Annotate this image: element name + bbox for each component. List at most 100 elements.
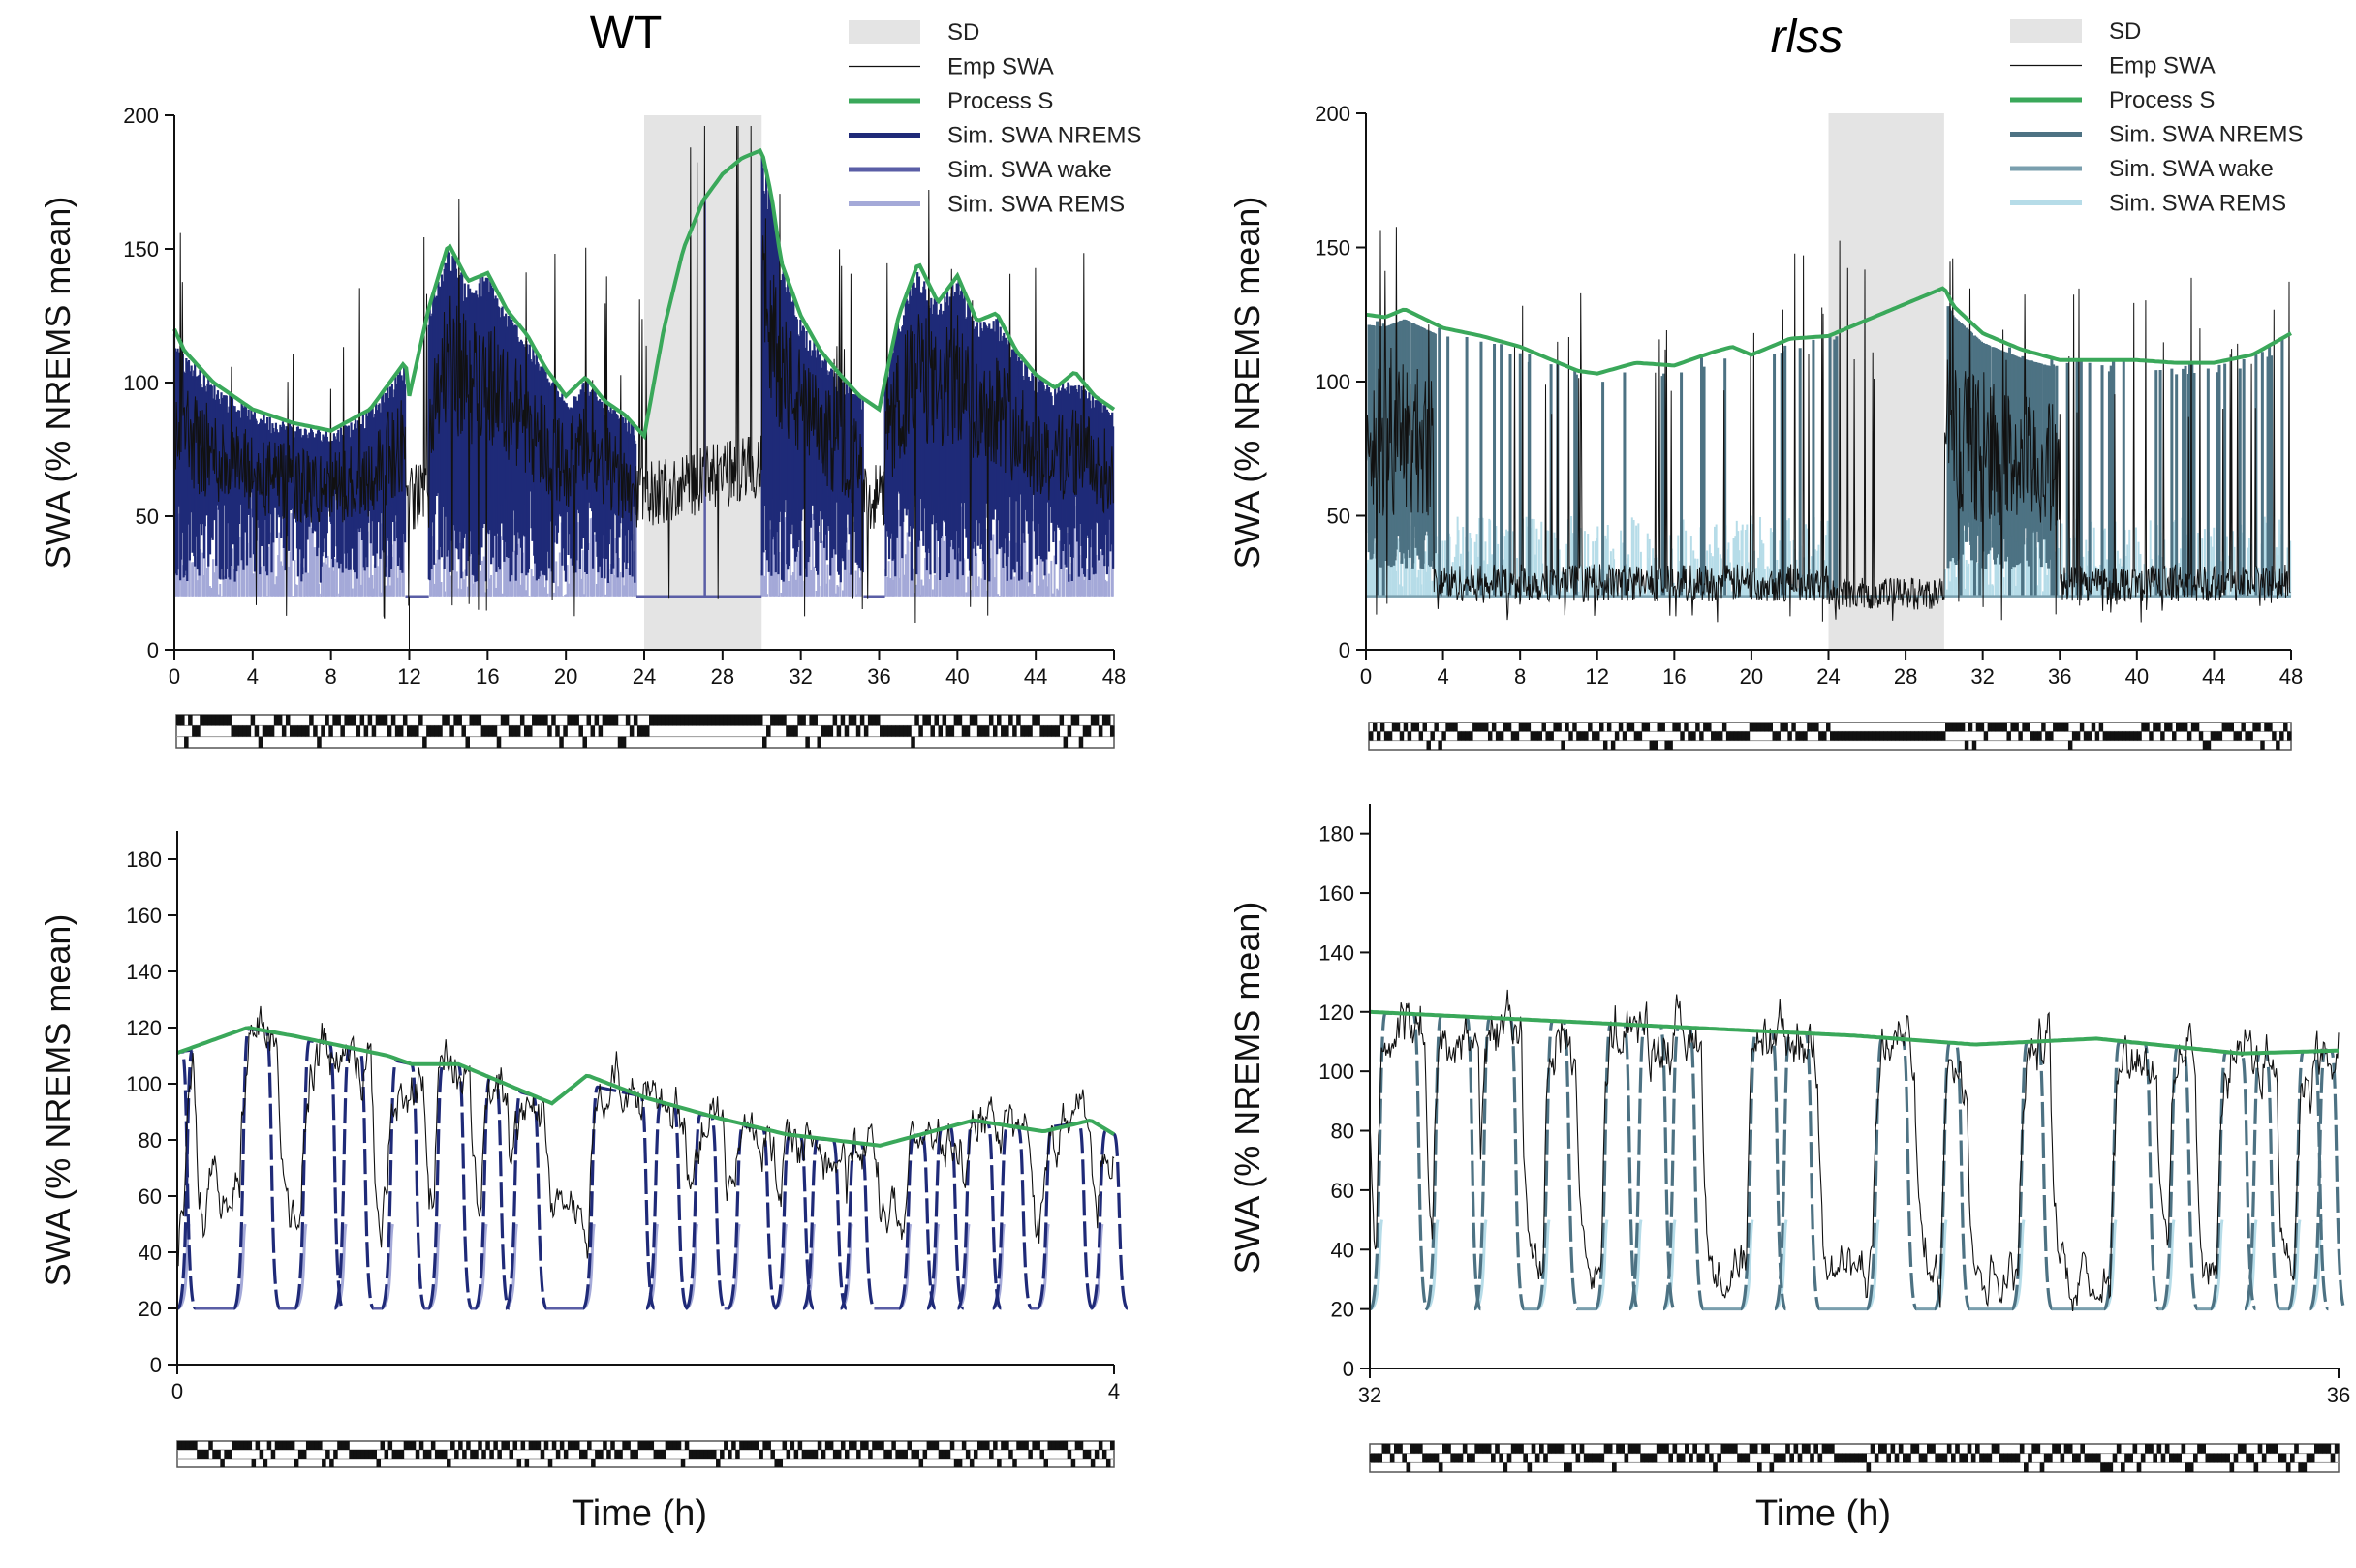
hypnogram-block (450, 1441, 455, 1450)
hypnogram-block (1469, 731, 1473, 741)
hypnogram-block (649, 1441, 655, 1450)
hypnogram-block (728, 1450, 732, 1459)
hypnogram-block (621, 736, 627, 748)
hypnogram-block (1539, 1444, 1544, 1454)
hypnogram-block (1838, 1453, 1843, 1463)
hypnogram-block (1001, 1441, 1006, 1450)
hypnogram-block (2110, 731, 2116, 741)
hypnogram-block (454, 1450, 459, 1459)
hypnogram-block (872, 1441, 877, 1450)
hypnogram-block (782, 715, 787, 726)
hypnogram-block (832, 715, 838, 726)
hypnogram-block (907, 1441, 912, 1450)
hypnogram-block (1737, 731, 1743, 741)
hypnogram-block (2033, 731, 2038, 741)
hypnogram-block (2149, 731, 2154, 741)
hypnogram-block (1454, 1453, 1460, 1463)
hypnogram-block (2233, 1453, 2239, 1463)
hypnogram-block (1370, 1453, 1375, 1463)
hypnogram-block (880, 1441, 884, 1450)
hypnogram-block (640, 725, 646, 737)
hypnogram-block (2083, 731, 2089, 741)
hypnogram-block (2206, 740, 2212, 750)
legend-label: Sim. SWA NREMS (947, 123, 1141, 149)
hypnogram-block (301, 1450, 307, 1459)
hypnogram-block (203, 715, 208, 726)
hypnogram-block (1818, 731, 1823, 741)
hypnogram-block (821, 725, 826, 737)
hypnogram-block (953, 715, 959, 726)
hypnogram (1369, 1443, 2340, 1473)
hypnogram-block (2210, 731, 2216, 741)
hypnogram-block (1878, 1444, 1883, 1454)
hypnogram-block (852, 1441, 857, 1450)
hypnogram-block (508, 725, 513, 737)
hypnogram-block (2225, 1453, 2230, 1463)
hypnogram-block (1449, 723, 1454, 732)
hypnogram-block (605, 715, 611, 726)
hypnogram-block (1051, 1441, 1057, 1450)
hypnogram-block (297, 725, 302, 737)
hypnogram-block (2063, 723, 2069, 732)
hypnogram-block (973, 715, 978, 726)
hypnogram-block (269, 725, 275, 737)
hypnogram-block (1020, 1441, 1025, 1450)
hypnogram-block (333, 1450, 338, 1459)
hypnogram-block (609, 715, 615, 726)
hypnogram-block (2022, 723, 2027, 732)
legend-label: Process S (2109, 87, 2215, 113)
hypnogram-block (356, 725, 361, 737)
hypnogram-block (1842, 1453, 1847, 1463)
y-tick-label: 50 (1327, 505, 1350, 529)
hypnogram-block (336, 715, 341, 726)
hypnogram-block (543, 1441, 549, 1450)
hypnogram-block (1442, 731, 1446, 741)
hypnogram-block (1817, 1453, 1823, 1463)
hypnogram-block (1074, 715, 1080, 726)
hypnogram-block (1951, 1453, 1956, 1463)
hypnogram-block (859, 715, 865, 726)
hypnogram-block (1886, 1453, 1891, 1463)
hypnogram (175, 714, 1115, 749)
hypnogram-block (582, 736, 587, 748)
hypnogram-block (2217, 731, 2223, 741)
hypnogram-block (1903, 1453, 1907, 1463)
hypnogram-block (2160, 1453, 2166, 1463)
x-tick-label: 32 (789, 664, 812, 689)
hypnogram-block (1012, 725, 1017, 737)
hypnogram-block (418, 1441, 424, 1450)
hypnogram-block (1987, 1453, 1993, 1463)
hypnogram-block (1811, 723, 1815, 732)
hypnogram-block (793, 725, 798, 737)
hypnogram-block (903, 725, 908, 737)
hypnogram-block (1721, 723, 1727, 732)
x-tick-label: 0 (169, 664, 180, 689)
hypnogram-block (1922, 1453, 1928, 1463)
hypnogram-block (2172, 731, 2177, 741)
hypnogram-block (2100, 1462, 2105, 1472)
series-process-s (1365, 286, 2292, 376)
hypnogram-block (614, 1450, 619, 1459)
hypnogram-block (1983, 1453, 1988, 1463)
hypnogram-block (2079, 723, 2085, 732)
chart-wt-zoom: 0 20 40 60 80 100 120 140 160 180 0 4 SWA (% NREMS m… (38, 831, 1130, 1534)
hypnogram-block (363, 725, 369, 737)
hypnogram-block (1588, 1453, 1593, 1463)
hypnogram-block (934, 1441, 940, 1450)
hypnogram-block (1369, 731, 1374, 741)
hypnogram-block (1043, 725, 1048, 737)
x-tick-label: 36 (2048, 664, 2071, 689)
hypnogram-block (278, 1441, 284, 1450)
hypnogram-block (2164, 1444, 2170, 1454)
hypnogram-block (1849, 1453, 1855, 1463)
hypnogram-block (294, 1459, 299, 1467)
hypnogram-block (2000, 1453, 2004, 1463)
hypnogram-block (934, 715, 939, 726)
x-tick-label: 48 (1102, 664, 1126, 689)
hypnogram-block (699, 715, 704, 726)
hypnogram-block (1799, 731, 1804, 741)
hypnogram-block (895, 1450, 900, 1459)
hypnogram-block (1465, 731, 1470, 741)
hypnogram-block (1399, 731, 1405, 741)
